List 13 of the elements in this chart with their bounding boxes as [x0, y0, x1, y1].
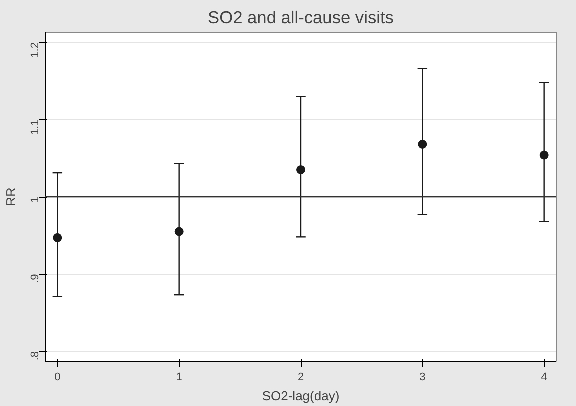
- x-axis-title: SO2-lag(day): [262, 388, 340, 404]
- y-tick-label: 1: [30, 196, 42, 204]
- x-tick-label: 0: [54, 372, 61, 384]
- x-tick-label: 1: [176, 372, 182, 384]
- x-tick-label: 3: [420, 372, 426, 384]
- chart-title: SO2 and all-cause visits: [208, 8, 394, 28]
- y-tick-label: .9: [30, 274, 42, 284]
- y-axis-title: RR: [4, 188, 18, 206]
- y-tick-label: 1.2: [30, 42, 42, 58]
- x-tick-label: 4: [541, 372, 548, 384]
- y-tick-label: .8: [30, 351, 42, 361]
- x-tick-label: 2: [298, 372, 304, 384]
- y-tick-label: 1.1: [30, 120, 42, 136]
